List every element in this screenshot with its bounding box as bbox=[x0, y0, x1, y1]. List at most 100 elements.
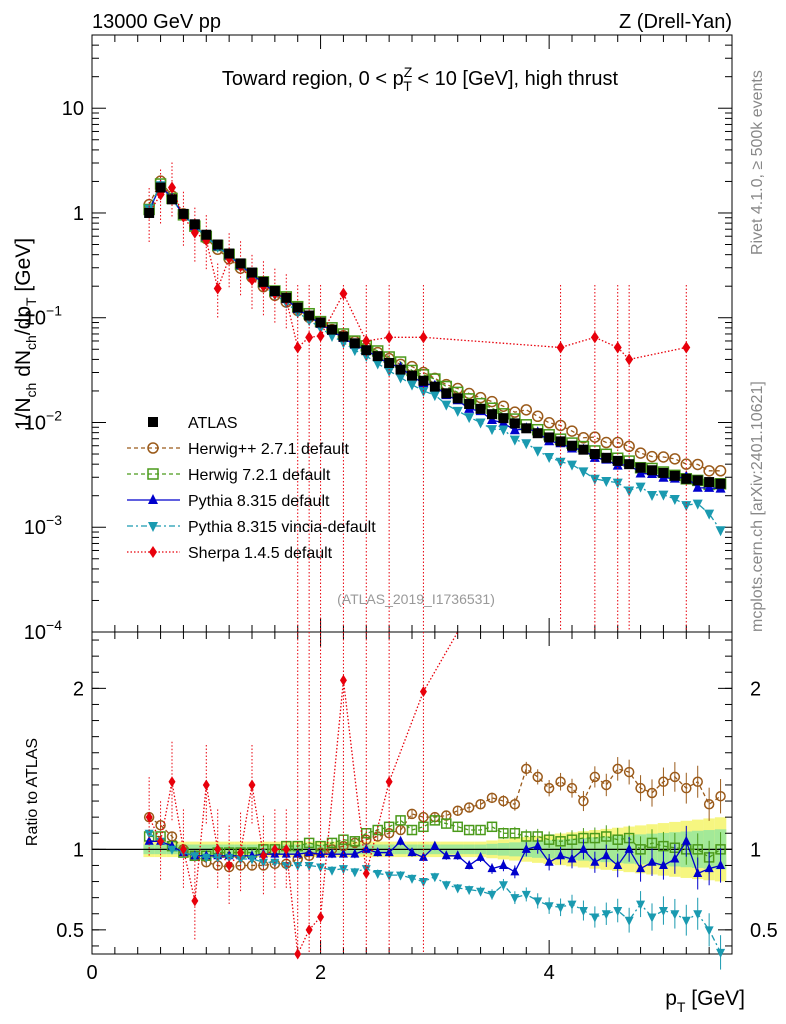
vincia-ratio-point bbox=[567, 900, 577, 910]
herwigpp-ratio-point bbox=[692, 776, 703, 787]
herwigpp-point bbox=[554, 419, 567, 432]
sherpa-ratio-point bbox=[179, 843, 187, 855]
sherpa-ratio-point bbox=[191, 895, 199, 907]
vincia-ratio-point bbox=[190, 852, 200, 862]
herwigpp-point bbox=[680, 458, 693, 470]
herwigpp-ratio-point bbox=[669, 771, 681, 783]
x-axis-label: pT [GeV] bbox=[665, 987, 745, 1015]
pythia-ratio-point bbox=[327, 848, 337, 858]
legend-marker bbox=[147, 468, 159, 480]
atlas-point bbox=[475, 403, 486, 414]
y-tick-base: 10 bbox=[24, 412, 46, 434]
sherpa-ratio-point bbox=[282, 843, 290, 855]
main-data bbox=[143, 162, 727, 632]
herwig7-ratio-point bbox=[349, 836, 361, 847]
vincia-ratio-point bbox=[636, 900, 646, 910]
vincia-ratio-point bbox=[533, 897, 543, 907]
sherpa-point bbox=[590, 331, 599, 344]
sherpa-ratio-line bbox=[148, 631, 459, 957]
herwigpp-ratio-point bbox=[463, 802, 475, 813]
atlas-point bbox=[532, 428, 543, 439]
vincia-point bbox=[715, 526, 726, 537]
pythia-ratio-point bbox=[533, 840, 543, 850]
ratio-y-tick-label-left: 1 bbox=[73, 839, 84, 861]
title-part-2: < 10 [GeV], high thrust bbox=[412, 68, 619, 90]
herwigpp-ratio-point bbox=[509, 799, 521, 810]
vincia-point bbox=[452, 406, 463, 417]
herwig7-ratio-point bbox=[658, 840, 669, 852]
vincia-point bbox=[498, 425, 509, 436]
pythia-ratio-point bbox=[361, 843, 371, 853]
vincia-point bbox=[647, 491, 657, 502]
herwigpp-point bbox=[577, 432, 590, 444]
vincia-point bbox=[372, 359, 383, 370]
legend-label: ATLAS bbox=[188, 415, 238, 432]
atlas-point bbox=[544, 432, 555, 443]
herwigpp-ratio-point bbox=[578, 795, 589, 807]
y-tick-label: 1 bbox=[73, 203, 84, 225]
vincia-point bbox=[692, 499, 703, 510]
y-tick-label: 10 bbox=[62, 98, 84, 120]
atlas-point bbox=[258, 276, 269, 287]
sherpa-point bbox=[613, 341, 622, 354]
vincia-ratio-point bbox=[453, 884, 463, 894]
atlas-point bbox=[555, 436, 566, 447]
y-tick-exponent: −1 bbox=[46, 303, 62, 319]
herwigpp-point bbox=[669, 453, 681, 465]
sherpa-ratio-point bbox=[362, 868, 370, 879]
atlas-point bbox=[658, 467, 669, 478]
sherpa-point bbox=[293, 341, 302, 354]
vincia-ratio-point bbox=[258, 858, 268, 868]
pythia-ratio-point bbox=[453, 850, 463, 860]
legend-marker bbox=[148, 522, 158, 532]
atlas-point bbox=[247, 267, 257, 278]
herwig7-ratio-point bbox=[589, 832, 601, 844]
y-tick-exponent: −3 bbox=[46, 512, 62, 528]
vincia-ratio-point bbox=[373, 870, 383, 879]
herwigpp-ratio-point bbox=[601, 779, 612, 791]
pythia-ratio-point bbox=[464, 859, 474, 869]
herwigpp-point bbox=[486, 395, 498, 408]
herwigpp-ratio-point bbox=[452, 805, 463, 816]
sherpa-ratio-point bbox=[225, 859, 233, 871]
vincia-ratio-point bbox=[293, 861, 303, 871]
vincia-ratio-point bbox=[430, 873, 440, 883]
ratio-y-tick-label-right: 0.5 bbox=[750, 920, 778, 942]
ratio-panel: 0.5 0.5 1 1 2 2 0 2 4 Ratio to ATLAS pT [GeV] bbox=[24, 631, 778, 1015]
sherpa-ratio-point bbox=[248, 779, 256, 791]
sherpa-point bbox=[213, 282, 222, 295]
atlas-point bbox=[212, 239, 223, 250]
y-tick-exponent: −2 bbox=[46, 407, 62, 423]
vincia-point bbox=[669, 495, 680, 506]
herwig7-ratio-point bbox=[406, 824, 418, 836]
herwig7-ratio-point bbox=[509, 828, 521, 839]
atlas-point bbox=[292, 302, 303, 313]
pythia-ratio-point bbox=[407, 847, 417, 857]
ratio-y-tick-label-left: 0.5 bbox=[56, 920, 84, 942]
herwigpp-ratio-point bbox=[555, 776, 566, 787]
herwigpp-point bbox=[497, 400, 510, 412]
ratio-y-tick-label-left: 2 bbox=[73, 678, 84, 700]
atlas-point bbox=[407, 370, 417, 381]
atlas-point bbox=[647, 465, 657, 476]
atlas-point bbox=[327, 324, 337, 335]
atlas-point bbox=[464, 399, 475, 410]
herwigpp-ratio-point bbox=[635, 782, 646, 794]
vincia-point bbox=[578, 467, 589, 478]
herwig7-ratio-point bbox=[463, 824, 475, 836]
herwigpp-point bbox=[474, 391, 487, 404]
pythia-ratio-point bbox=[350, 848, 360, 858]
legend-label: Pythia 8.315 vincia-default bbox=[188, 519, 376, 536]
vincia-ratio-point bbox=[407, 874, 417, 884]
vincia-ratio-point bbox=[498, 881, 508, 891]
ylabel-sub-3: T bbox=[23, 297, 39, 306]
vincia-ratio-point bbox=[510, 894, 520, 904]
vincia-ratio-point bbox=[350, 868, 360, 878]
process-label: Z (Drell-Yan) bbox=[619, 11, 732, 33]
x-tick-label: 0 bbox=[86, 962, 97, 984]
atlas-point bbox=[589, 449, 600, 460]
atlas-point bbox=[372, 351, 383, 362]
atlas-point bbox=[189, 219, 200, 230]
vincia-point bbox=[407, 380, 417, 391]
herwigpp-ratio-point bbox=[681, 782, 692, 794]
